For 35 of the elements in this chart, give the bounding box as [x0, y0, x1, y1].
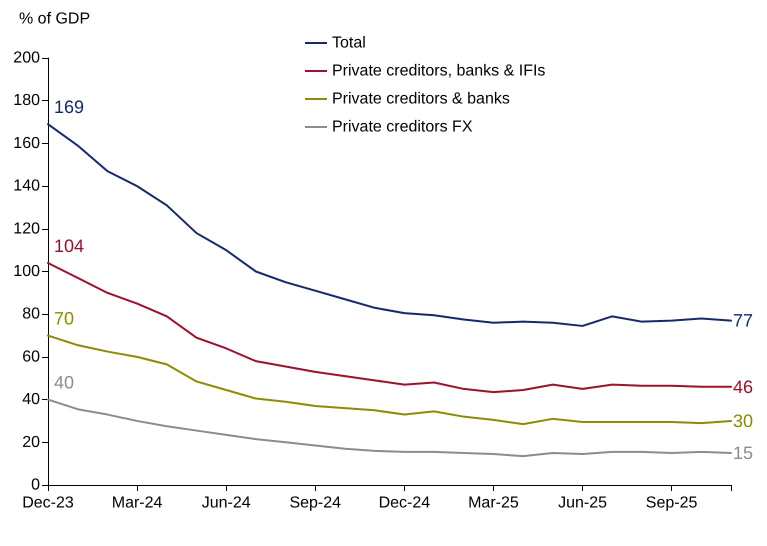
y-tick-label: 200 [13, 50, 40, 66]
x-tick-label: Sep-24 [289, 494, 342, 512]
data-label: 46 [733, 376, 754, 397]
x-tick-label: Dec-23 [22, 494, 74, 512]
x-tick-label: Sep-25 [646, 494, 698, 512]
y-tick-label: 140 [13, 178, 40, 195]
legend-label: Private creditors FX [332, 118, 473, 136]
y-tick-label: 120 [13, 220, 40, 238]
data-label: 15 [733, 442, 754, 463]
line-series [47, 334, 732, 426]
data-label: 104 [54, 236, 84, 256]
data-label: 169 [54, 97, 84, 118]
legend-label: Private creditors & banks [332, 90, 510, 108]
x-tick-label: Mar-25 [468, 494, 519, 512]
y-tick-label: 100 [13, 263, 40, 280]
y-tick-label: 20 [22, 434, 40, 451]
data-label: 70 [54, 308, 74, 329]
x-tick-label: Jun-25 [558, 494, 608, 512]
x-tick-label: Mar-24 [112, 494, 163, 512]
line-series [47, 262, 732, 394]
x-tick-label: Jun-24 [202, 494, 251, 512]
y-tick-label: 180 [13, 92, 40, 110]
data-label: 30 [733, 410, 754, 431]
y-tick-label: 0 [31, 476, 40, 494]
line-series [47, 398, 732, 458]
x-tick-label: Dec-24 [378, 494, 430, 512]
y-tick-label: 40 [22, 391, 40, 408]
y-tick-label: 160 [13, 134, 40, 152]
data-label: 40 [54, 372, 74, 393]
y-tick-label: 80 [22, 306, 40, 323]
y-axis-title: % of GDP [19, 10, 90, 28]
legend-label: Private creditors, banks & IFIs [332, 62, 546, 80]
y-tick-label: 60 [22, 348, 40, 366]
legend-label: Total [332, 34, 366, 52]
data-label: 77 [733, 310, 754, 331]
